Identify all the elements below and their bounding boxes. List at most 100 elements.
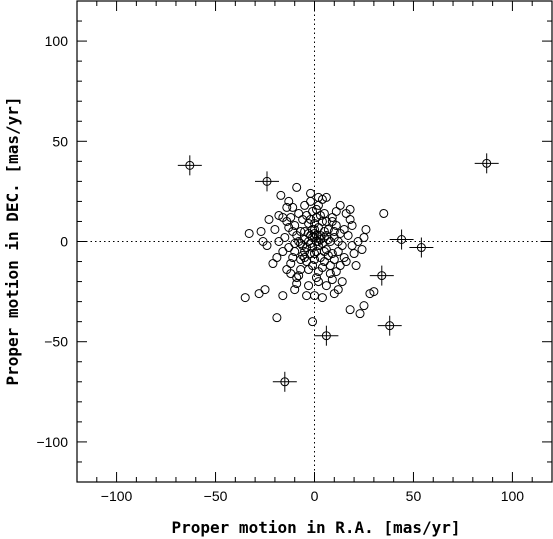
data-point [302,291,312,301]
data-point [300,200,310,210]
data-point-with-errorbar [255,171,279,192]
data-point [244,228,254,238]
data-point [310,249,319,259]
data-point [313,237,323,246]
axis-ticks [76,0,553,483]
data-point [327,275,337,285]
x-tick-label: 100 [501,488,525,504]
data-point [335,261,345,271]
data-point [329,226,339,236]
data-point [302,210,312,220]
x-tick-label: −100 [101,488,133,504]
data-point [290,239,300,249]
data-point [304,281,314,291]
y-tick-label: −50 [44,334,68,350]
data-point [300,226,310,236]
data-point [335,200,345,210]
data-point-with-errorbar [409,237,434,258]
data-point [311,230,321,240]
y-tick-labels: −100 −50 0 50 100 [36,33,68,450]
data-point [351,261,361,271]
x-tick-label: −50 [204,488,228,504]
data-point [306,196,316,206]
data-point [260,285,270,295]
data-point [341,257,351,267]
data-point [304,265,314,275]
data-point [319,226,329,236]
data-point-with-errorbar [474,153,499,174]
data-point [361,224,371,234]
data-point [272,313,282,323]
data-point [329,232,339,242]
data-point-with-errorbar [377,315,402,336]
data-point [369,287,379,297]
data-point [327,216,337,226]
data-point [317,293,327,303]
data-point [278,291,288,301]
data-point [284,222,294,232]
data-point [353,237,363,246]
data-point [280,232,290,242]
data-point [311,204,321,214]
data-point [288,202,298,212]
data-point [331,206,341,216]
y-tick-label: −100 [36,434,68,450]
data-point [319,247,329,257]
data-point [339,224,349,234]
data-point [276,190,286,200]
x-axis-title: Proper motion in R.A. [mas/yr] [172,518,461,537]
data-point [290,285,300,295]
data-point [349,249,359,259]
data-point [306,188,316,198]
data-point [254,289,264,299]
y-axis-title: Proper motion in DEC. [mas/yr] [3,97,22,386]
data-point [290,220,300,230]
x-tick-label: 50 [406,488,422,504]
data-point [329,289,339,299]
data-point [268,259,278,269]
data-point [278,247,288,257]
data-point [313,192,323,202]
data-point [355,309,365,319]
data-point [240,293,250,303]
data-point [264,214,274,224]
data-point [357,245,367,255]
data-point [347,241,357,251]
x-tick-label: 0 [311,488,319,504]
data-point [359,232,369,242]
data-point [311,273,321,283]
reference-lines [77,1,552,482]
data-point [321,281,331,291]
data-point [296,239,306,249]
data-point [379,208,389,218]
data-point [345,214,355,224]
data-point [325,269,335,279]
data-point [270,224,280,234]
x-tick-labels: −100 −50 0 50 100 [101,488,524,504]
data-point-with-errorbar [314,325,339,346]
data-point [282,265,292,275]
data-point [272,253,282,263]
data-point [359,301,369,311]
data-point [256,226,266,236]
data-point [345,305,355,315]
data-point [323,234,333,244]
data-point [284,243,294,253]
y-tick-label: 100 [45,33,69,49]
data-point-with-errorbar [177,155,202,176]
data-point [292,273,302,283]
data-point [292,279,302,289]
data-point [347,220,357,230]
data-point [282,202,292,212]
data-point [345,204,355,214]
data-point [343,230,353,240]
data-points [177,153,499,392]
data-point [300,247,310,257]
data-point [258,237,268,246]
data-point [308,317,318,327]
data-point [333,247,343,257]
data-point-with-errorbar [272,371,297,392]
data-point-with-errorbar [369,265,394,286]
data-point-with-errorbar [389,229,414,250]
